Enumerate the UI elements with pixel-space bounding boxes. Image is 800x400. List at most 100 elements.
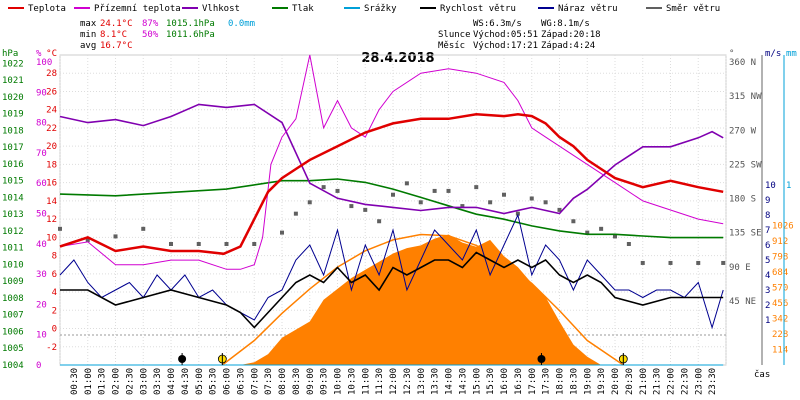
sun-rise: Východ:05:51	[473, 30, 538, 40]
axis-pressure-tick: 1017	[2, 143, 24, 153]
chart-title: 28.4.2018	[361, 51, 434, 66]
x-tick-label: 22:30	[680, 368, 690, 395]
humidity-line	[59, 103, 724, 215]
direction-point	[293, 211, 298, 216]
wind-speed-info: WS:6.3m/s	[473, 19, 522, 29]
axis-direction-title: °	[729, 49, 734, 59]
direction-point	[363, 207, 368, 212]
axis-wind-tick: 9	[765, 196, 770, 206]
axis-pressure-tick: 1021	[2, 76, 24, 86]
axis-pressure-tick: 1022	[2, 59, 24, 69]
direction-point	[404, 181, 409, 186]
x-tick-label: 15:30	[486, 368, 496, 395]
stats-avg-temp: 16.7°C	[100, 41, 133, 51]
axis-humidity-tick: 100	[36, 58, 52, 68]
direction-point	[543, 200, 548, 205]
axis-temperature-tick: 0	[52, 325, 57, 335]
direction-point	[58, 226, 62, 231]
axis-humidity-tick: 80	[36, 119, 47, 129]
direction-point	[626, 242, 631, 246]
astro-info: WS:6.3m/s WG:8.1m/s Slunce Východ:05:51 …	[438, 19, 601, 51]
direction-point	[640, 260, 645, 265]
stats-max-temp: 24.1°C	[100, 19, 133, 29]
axis-temperature-tick: 18	[46, 160, 57, 170]
sun-label: Slunce	[438, 30, 471, 40]
axis-wind-tick: 1	[765, 316, 770, 326]
direction-point	[502, 192, 506, 197]
axes-layer: hPa1022102110201019101810171016101510141…	[2, 49, 797, 395]
direction-point	[280, 230, 284, 235]
x-tick-label: 11:00	[361, 368, 371, 395]
axis-wind-tick: 4	[765, 271, 770, 281]
x-tick-label: 12:30	[403, 368, 413, 395]
x-tick-label: 01:30	[98, 368, 108, 395]
legend-label-3: Tlak	[292, 4, 314, 14]
pressure-line	[59, 178, 724, 239]
x-tick-label: 18:30	[569, 368, 579, 395]
x-tick-label: 01:00	[84, 368, 94, 395]
axis-solar-tick: 114	[772, 346, 788, 356]
x-tick-label: 13:30	[431, 368, 441, 395]
x-tick-label: 14:00	[445, 368, 455, 395]
direction-point	[252, 242, 257, 246]
legend: Teplota Přízemní teplota Vlhkost Tlak Srážky…	[8, 4, 720, 14]
sun-set: Západ:20:18	[541, 30, 601, 40]
x-tick-label: 16:00	[500, 368, 510, 395]
stats-max-rain: 0.0mm	[228, 19, 255, 29]
legend-label-5: Rychlost větru	[440, 4, 516, 14]
x-tick-label: 04:30	[181, 368, 191, 395]
axis-pressure-tick: 1009	[2, 277, 24, 287]
axis-temperature-tick: -2	[46, 343, 57, 353]
direction-point	[613, 234, 617, 239]
axis-temperature-tick: 16	[46, 179, 57, 189]
stats-min-press: 1011.6hPa	[166, 30, 215, 40]
axis-wind-tick: 8	[765, 211, 770, 221]
stats-min-hum: 50%	[142, 30, 159, 40]
moon-label: Měsíc	[438, 41, 465, 51]
x-tick-label: 06:00	[223, 368, 233, 395]
axis-humidity-tick: 40	[36, 240, 47, 250]
series-layer	[58, 54, 726, 366]
stats-min-temp: 8.1°C	[100, 30, 127, 40]
direction-point	[460, 204, 465, 209]
axis-solar-tick: 228	[772, 330, 788, 340]
legend-label-2: Vlhkost	[202, 4, 240, 14]
axis-pressure-tick: 1016	[2, 160, 24, 170]
direction-point	[571, 219, 576, 224]
x-tick-label: 15:00	[472, 368, 482, 395]
axis-solar-tick: 1026	[772, 222, 794, 232]
wind-speed-line	[60, 251, 724, 329]
wind-gust-info: WG:8.1m/s	[541, 19, 590, 29]
axis-temperature-tick: 20	[46, 142, 57, 152]
axis-direction-tick: 180 S	[729, 195, 756, 205]
direction-point	[529, 196, 534, 201]
x-tick-label: 07:00	[250, 368, 260, 395]
axis-humidity-tick: 70	[36, 149, 47, 159]
axis-solar-tick: 456	[772, 299, 788, 309]
direction-point	[196, 242, 201, 246]
axis-direction-tick: 270 W	[729, 126, 757, 136]
axis-direction-tick: 315 NW	[729, 92, 762, 102]
stats-avg-label: avg	[80, 41, 96, 51]
axis-humidity-title: %	[36, 49, 42, 59]
moon-set: Západ:4:24	[541, 41, 595, 51]
direction-point	[85, 238, 90, 243]
direction-point	[515, 211, 520, 216]
axis-wind-title: m/s	[765, 49, 781, 59]
x-tick-label: 19:30	[597, 368, 607, 395]
x-tick-label: 03:30	[153, 368, 163, 395]
x-tick-label: 08:00	[278, 368, 288, 395]
astro-markers	[178, 353, 628, 365]
axis-temperature-tick: 8	[52, 252, 57, 262]
direction-point	[418, 200, 423, 205]
x-tick-label: 02:30	[125, 368, 135, 395]
x-tick-label: 17:00	[528, 368, 538, 395]
axis-wind-tick: 7	[765, 226, 770, 236]
axis-pressure-tick: 1012	[2, 227, 24, 237]
legend-label-4: Srážky	[364, 4, 397, 14]
legend-label-1: Přízemní teplota	[94, 4, 181, 14]
direction-point	[335, 188, 340, 193]
axis-humidity-tick: 20	[36, 300, 47, 310]
axis-temperature-tick: 12	[46, 215, 57, 225]
